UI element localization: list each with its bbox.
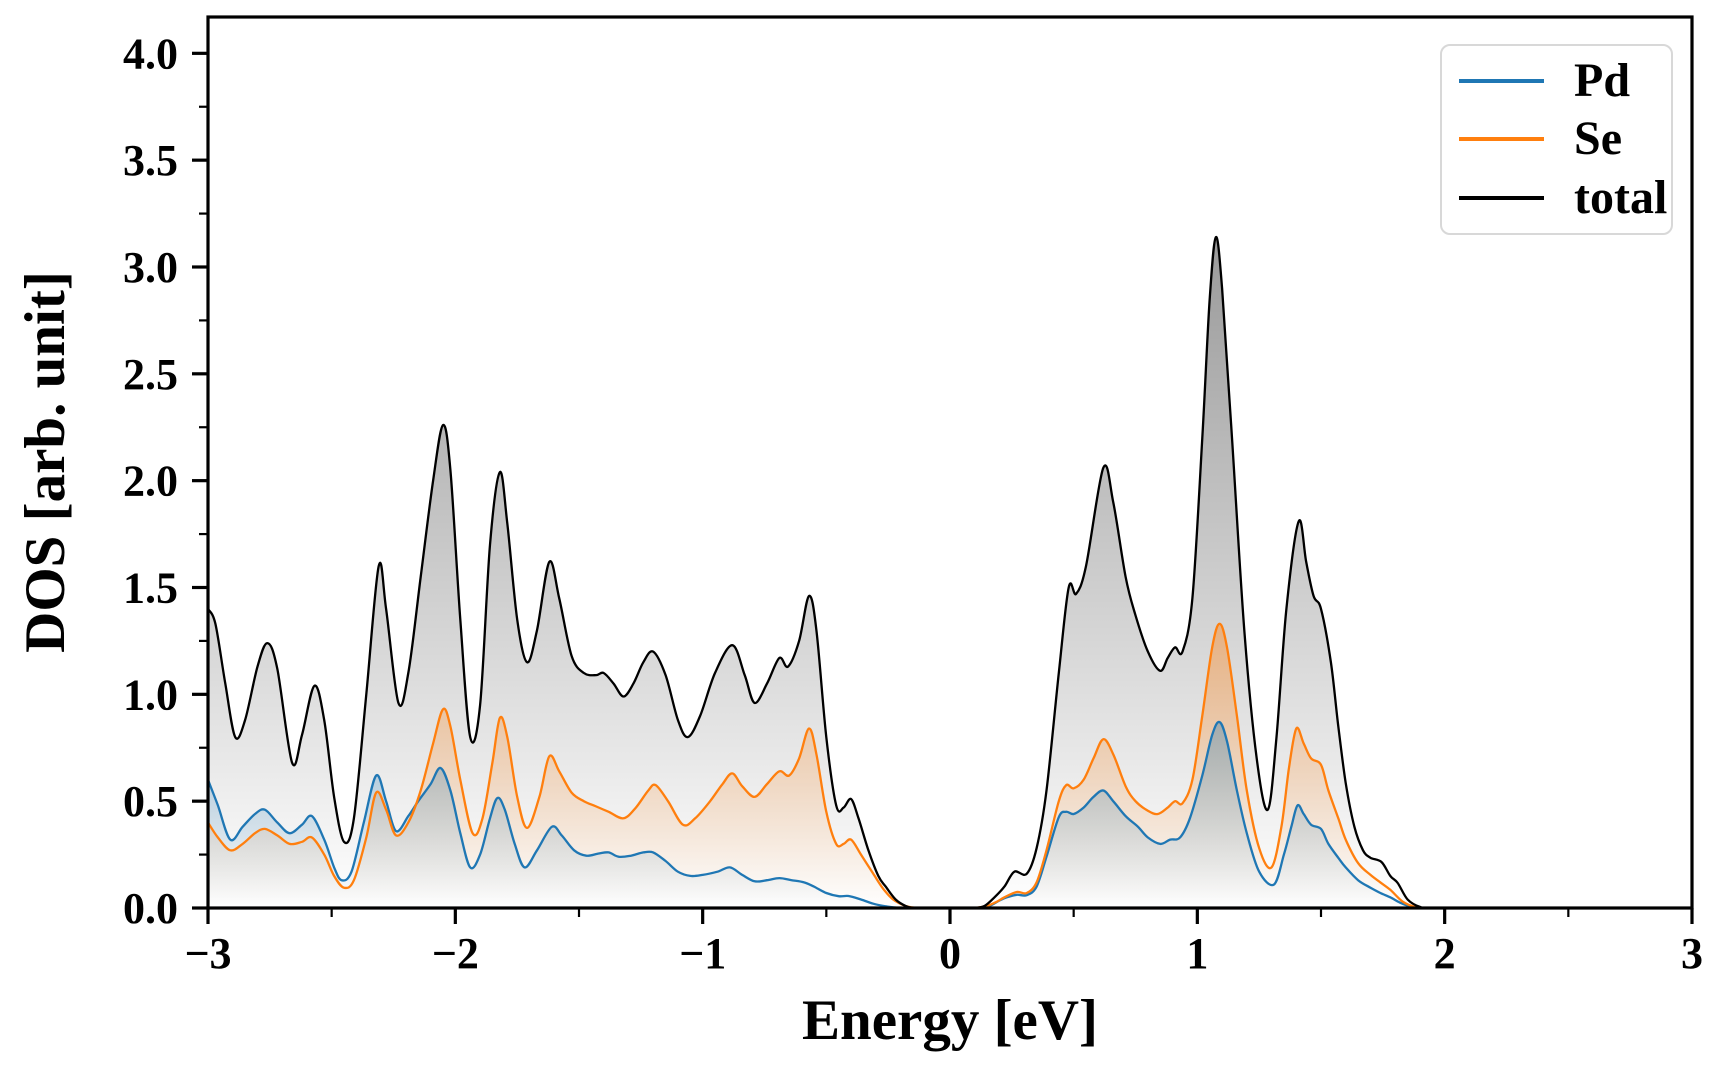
se-line-swatch	[1459, 137, 1544, 142]
y-tick-label: 2.5	[123, 350, 178, 399]
total-fill	[208, 237, 1692, 908]
x-tick-label: 3	[1681, 929, 1703, 978]
y-axis-label: DOS [arb. unit]	[14, 271, 77, 653]
y-tick-label: 3.0	[123, 243, 178, 292]
legend-label-pd: Pd	[1574, 54, 1631, 108]
y-tick-label: 4.0	[123, 29, 178, 78]
x-tick-label: 1	[1186, 929, 1208, 978]
x-axis-label: Energy [eV]	[802, 989, 1098, 1052]
y-tick-label: 0.5	[123, 777, 178, 826]
pd-line-swatch	[1459, 79, 1544, 84]
x-tick-label: −3	[184, 929, 231, 978]
y-tick-label: 2.0	[123, 457, 178, 506]
pd-fill	[208, 721, 1692, 908]
y-tick-label: 0.0	[123, 884, 178, 933]
legend-label-se: Se	[1574, 112, 1622, 166]
x-tick-label: 2	[1434, 929, 1456, 978]
total-line-swatch	[1459, 195, 1544, 200]
legend-label-total: total	[1574, 170, 1668, 224]
total-curve	[208, 235, 1692, 908]
y-tick-label: 3.5	[123, 136, 178, 185]
x-tick-label: −2	[432, 929, 479, 978]
ticks: −3 −2 −1 0 1 2 3 0.0 0.5 1.0 1.5 2.0 2.5 3.0 3.5 4.0	[123, 29, 1703, 978]
x-tick-label: −1	[679, 929, 726, 978]
legend-item-pd: Pd	[1442, 52, 1671, 110]
se-curve	[208, 622, 1692, 908]
y-tick-label: 1.5	[123, 563, 178, 612]
legend-item-se: Se	[1442, 110, 1671, 168]
y-tick-label: 1.0	[123, 670, 178, 719]
legend-item-total: total	[1442, 169, 1671, 227]
x-tick-label: 0	[939, 929, 961, 978]
legend: Pd Se total	[1440, 44, 1673, 235]
